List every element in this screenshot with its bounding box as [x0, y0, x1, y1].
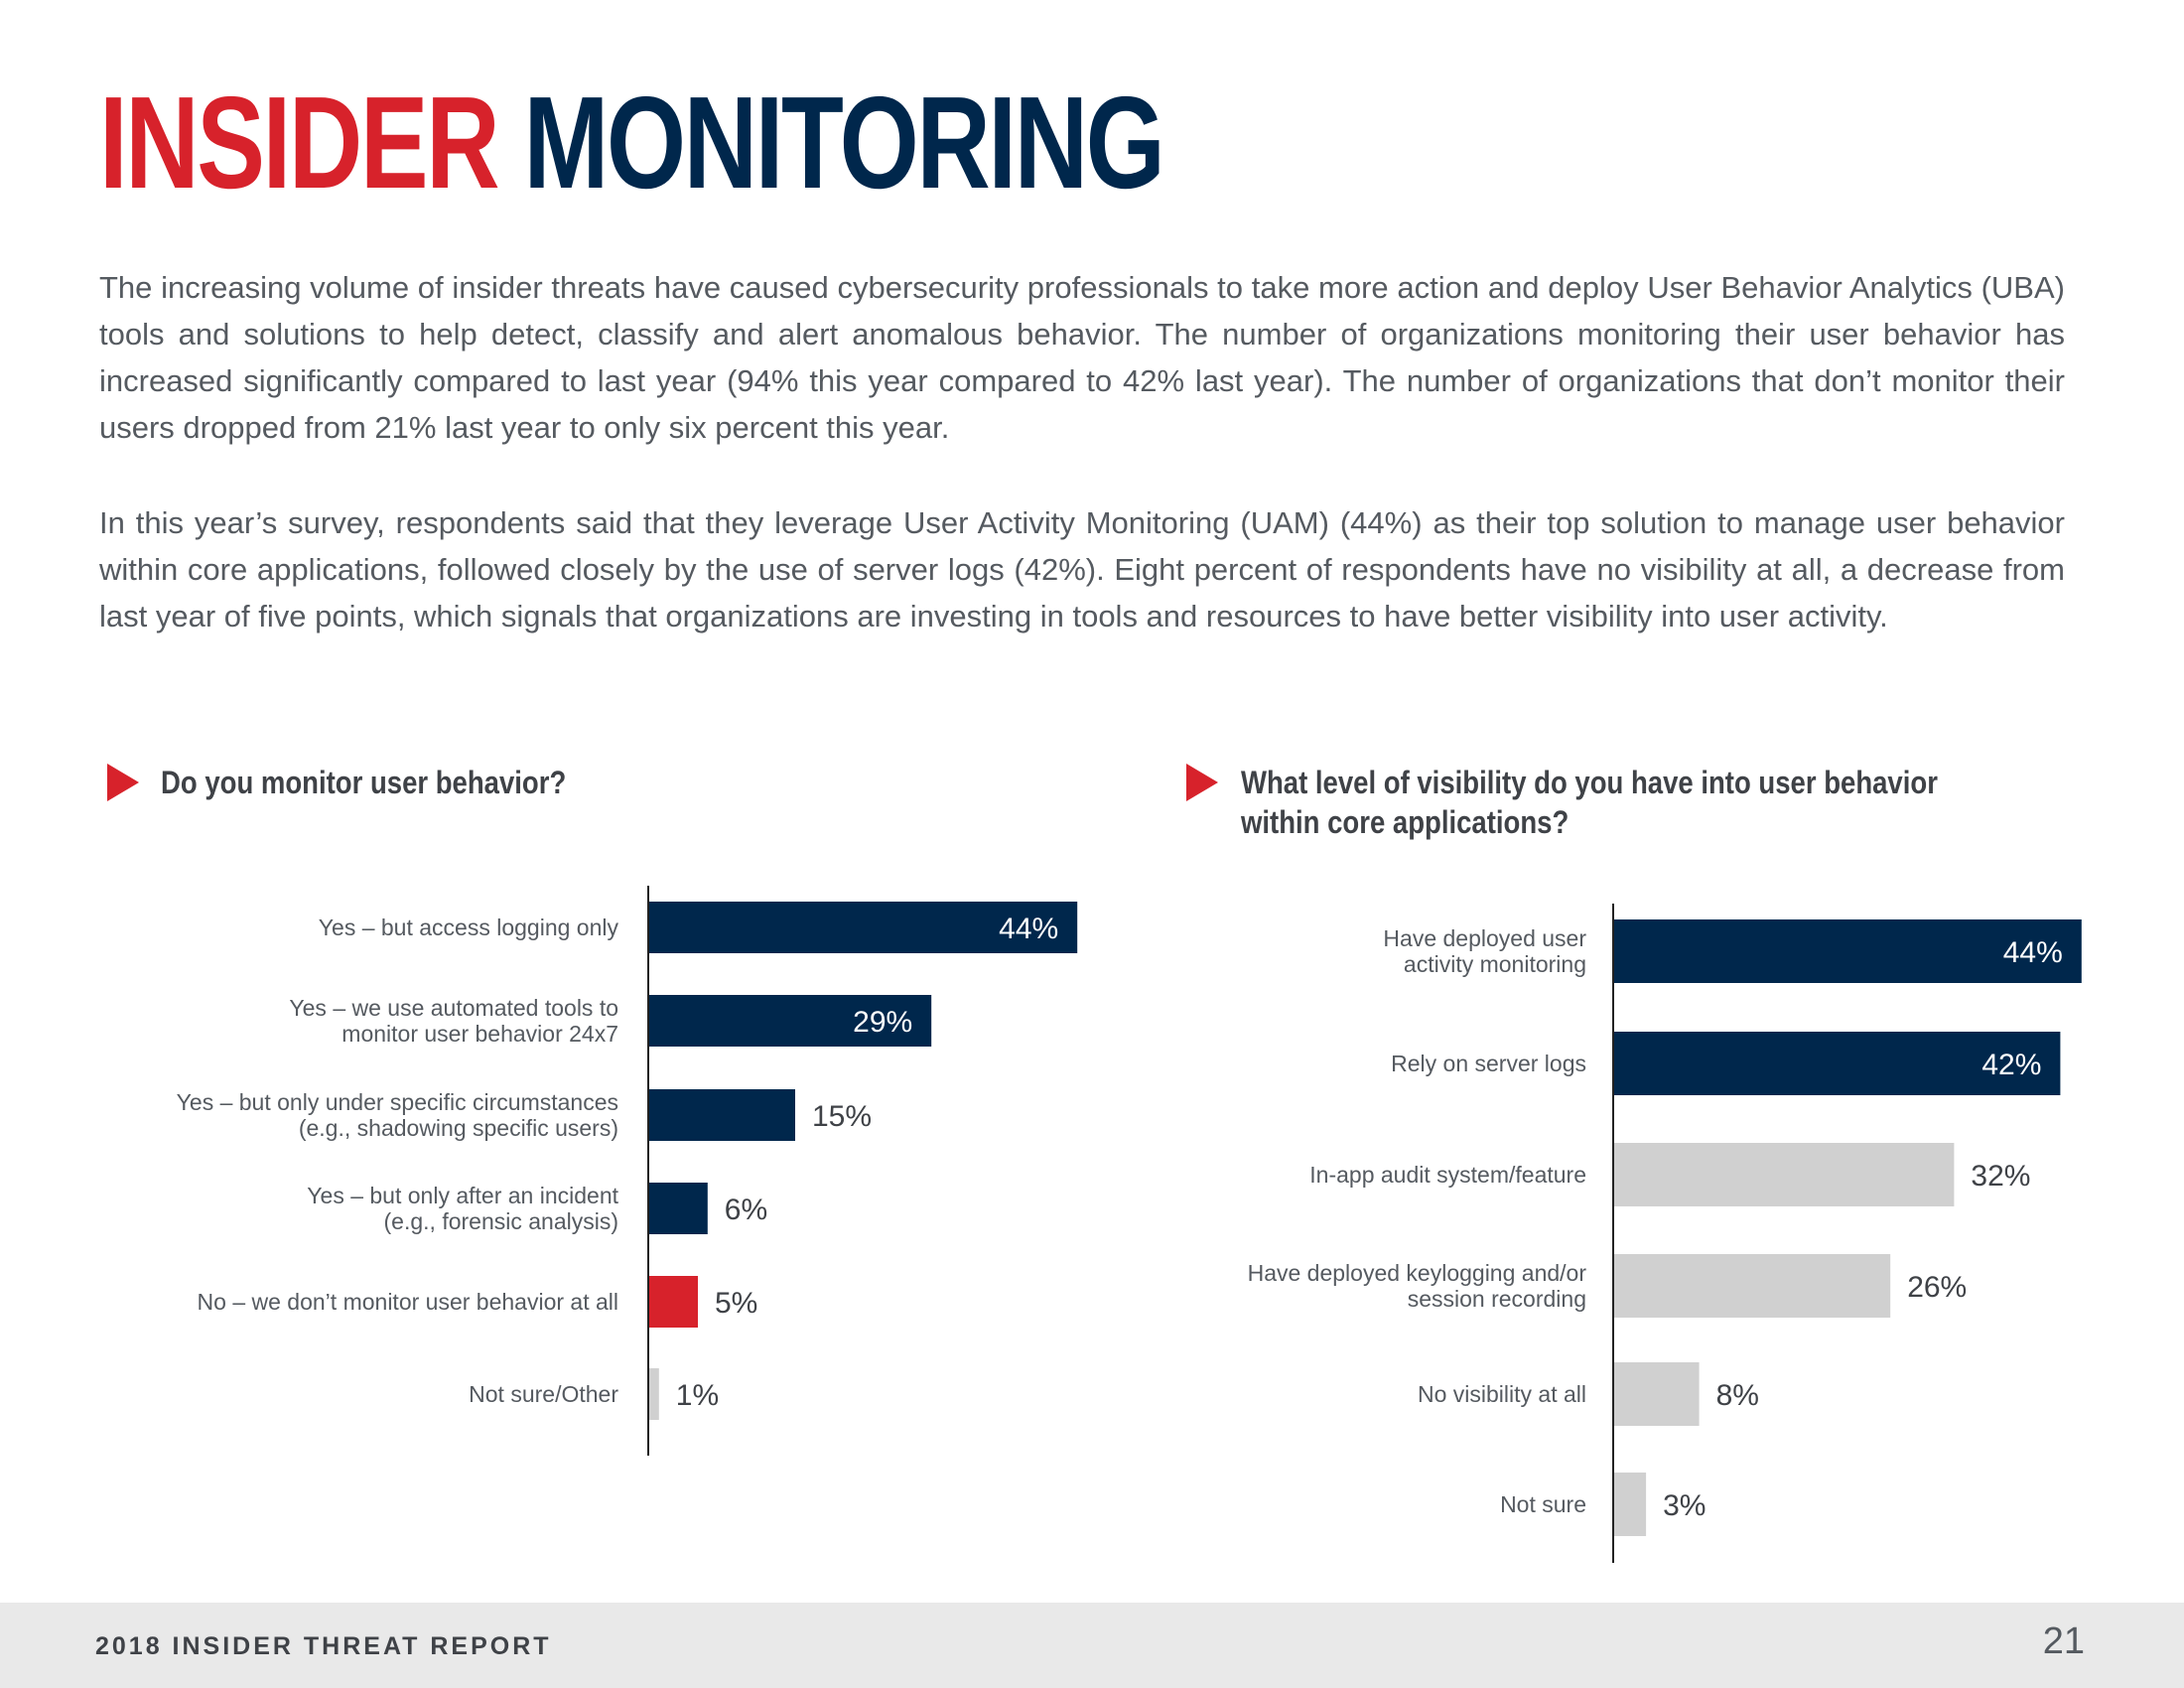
chart1-bar — [649, 902, 1078, 953]
intro-paragraph: The increasing volume of insider threats… — [99, 270, 2065, 445]
chart1-value-label: 5% — [715, 1287, 757, 1320]
page-number: 21 — [2042, 1620, 2085, 1662]
chart1-bar — [649, 995, 932, 1047]
chart1-category-label: Not sure/Other — [469, 1381, 618, 1407]
chart2-value-label: 44% — [2003, 936, 2063, 969]
chart2-bar — [1614, 1254, 1891, 1318]
chart1-category-label: Yes – but only after an incident — [307, 1183, 618, 1208]
title-part-red: INSIDER — [99, 70, 500, 215]
chart2-category-label: session recording — [1408, 1286, 1586, 1312]
chart1-bar — [649, 1089, 795, 1141]
chart1-bar — [649, 1368, 659, 1420]
chart2-value-label: 8% — [1716, 1379, 1759, 1412]
chart1-value-label: 29% — [853, 1006, 912, 1039]
chart2-category-label: activity monitoring — [1404, 951, 1586, 977]
triangle-bullet-icon — [107, 764, 139, 801]
chart2-value-label: 32% — [1971, 1160, 2030, 1193]
chart1-bar — [649, 1276, 698, 1328]
chart1-category-label: No – we don’t monitor user behavior at a… — [198, 1289, 618, 1315]
survey-paragraph: In this year’s survey, respondents said … — [99, 505, 2065, 633]
footer: 2018 INSIDER THREAT REPORT 21 — [0, 1603, 2184, 1688]
chart2-category-label: No visibility at all — [1418, 1381, 1586, 1407]
chart2-bar — [1614, 1473, 1647, 1536]
chart2-category-label: Have deployed keylogging and/or — [1248, 1260, 1587, 1286]
chart1-category-label: Yes – but only under specific circumstan… — [177, 1089, 618, 1115]
chart1-value-label: 15% — [812, 1100, 872, 1133]
triangle-bullet-icon — [1186, 764, 1218, 801]
chart1-category-label: Yes – but access logging only — [319, 914, 619, 940]
chart2-value-label: 42% — [1981, 1049, 2041, 1081]
chart1-bar — [649, 1183, 708, 1234]
chart1-category-label: (e.g., shadowing specific users) — [299, 1115, 618, 1141]
chart2-category-label: Have deployed user — [1383, 925, 1586, 951]
chart1-value-label: 44% — [999, 913, 1058, 945]
chart2-value-label: 26% — [1907, 1271, 1967, 1304]
chart2-category-label: Not sure — [1500, 1491, 1586, 1517]
chart1-category-label: monitor user behavior 24x7 — [341, 1021, 618, 1047]
chart2-bar — [1614, 919, 2082, 983]
page-title: INSIDER MONITORING — [99, 77, 1165, 209]
chart2-bar — [1614, 1362, 1700, 1426]
chart1-category-label: Yes – we use automated tools to — [289, 995, 618, 1021]
chart1-title: Do you monitor user behavior? — [161, 765, 567, 800]
title-part-navy: MONITORING — [523, 70, 1165, 215]
chart1-category-label: (e.g., forensic analysis) — [384, 1208, 618, 1234]
chart2-bar — [1614, 1032, 2061, 1095]
chart2-category-label: In-app audit system/feature — [1309, 1162, 1586, 1188]
footer-report-label: 2018 INSIDER THREAT REPORT — [95, 1632, 552, 1660]
chart2-title: What level of visibility do you have int… — [1241, 765, 1938, 840]
chart2-category-label: Rely on server logs — [1391, 1051, 1586, 1076]
chart1-value-label: 6% — [725, 1194, 767, 1226]
chart2-bar — [1614, 1143, 1955, 1206]
chart1-value-label: 1% — [676, 1379, 719, 1412]
chart2-value-label: 3% — [1663, 1489, 1706, 1522]
